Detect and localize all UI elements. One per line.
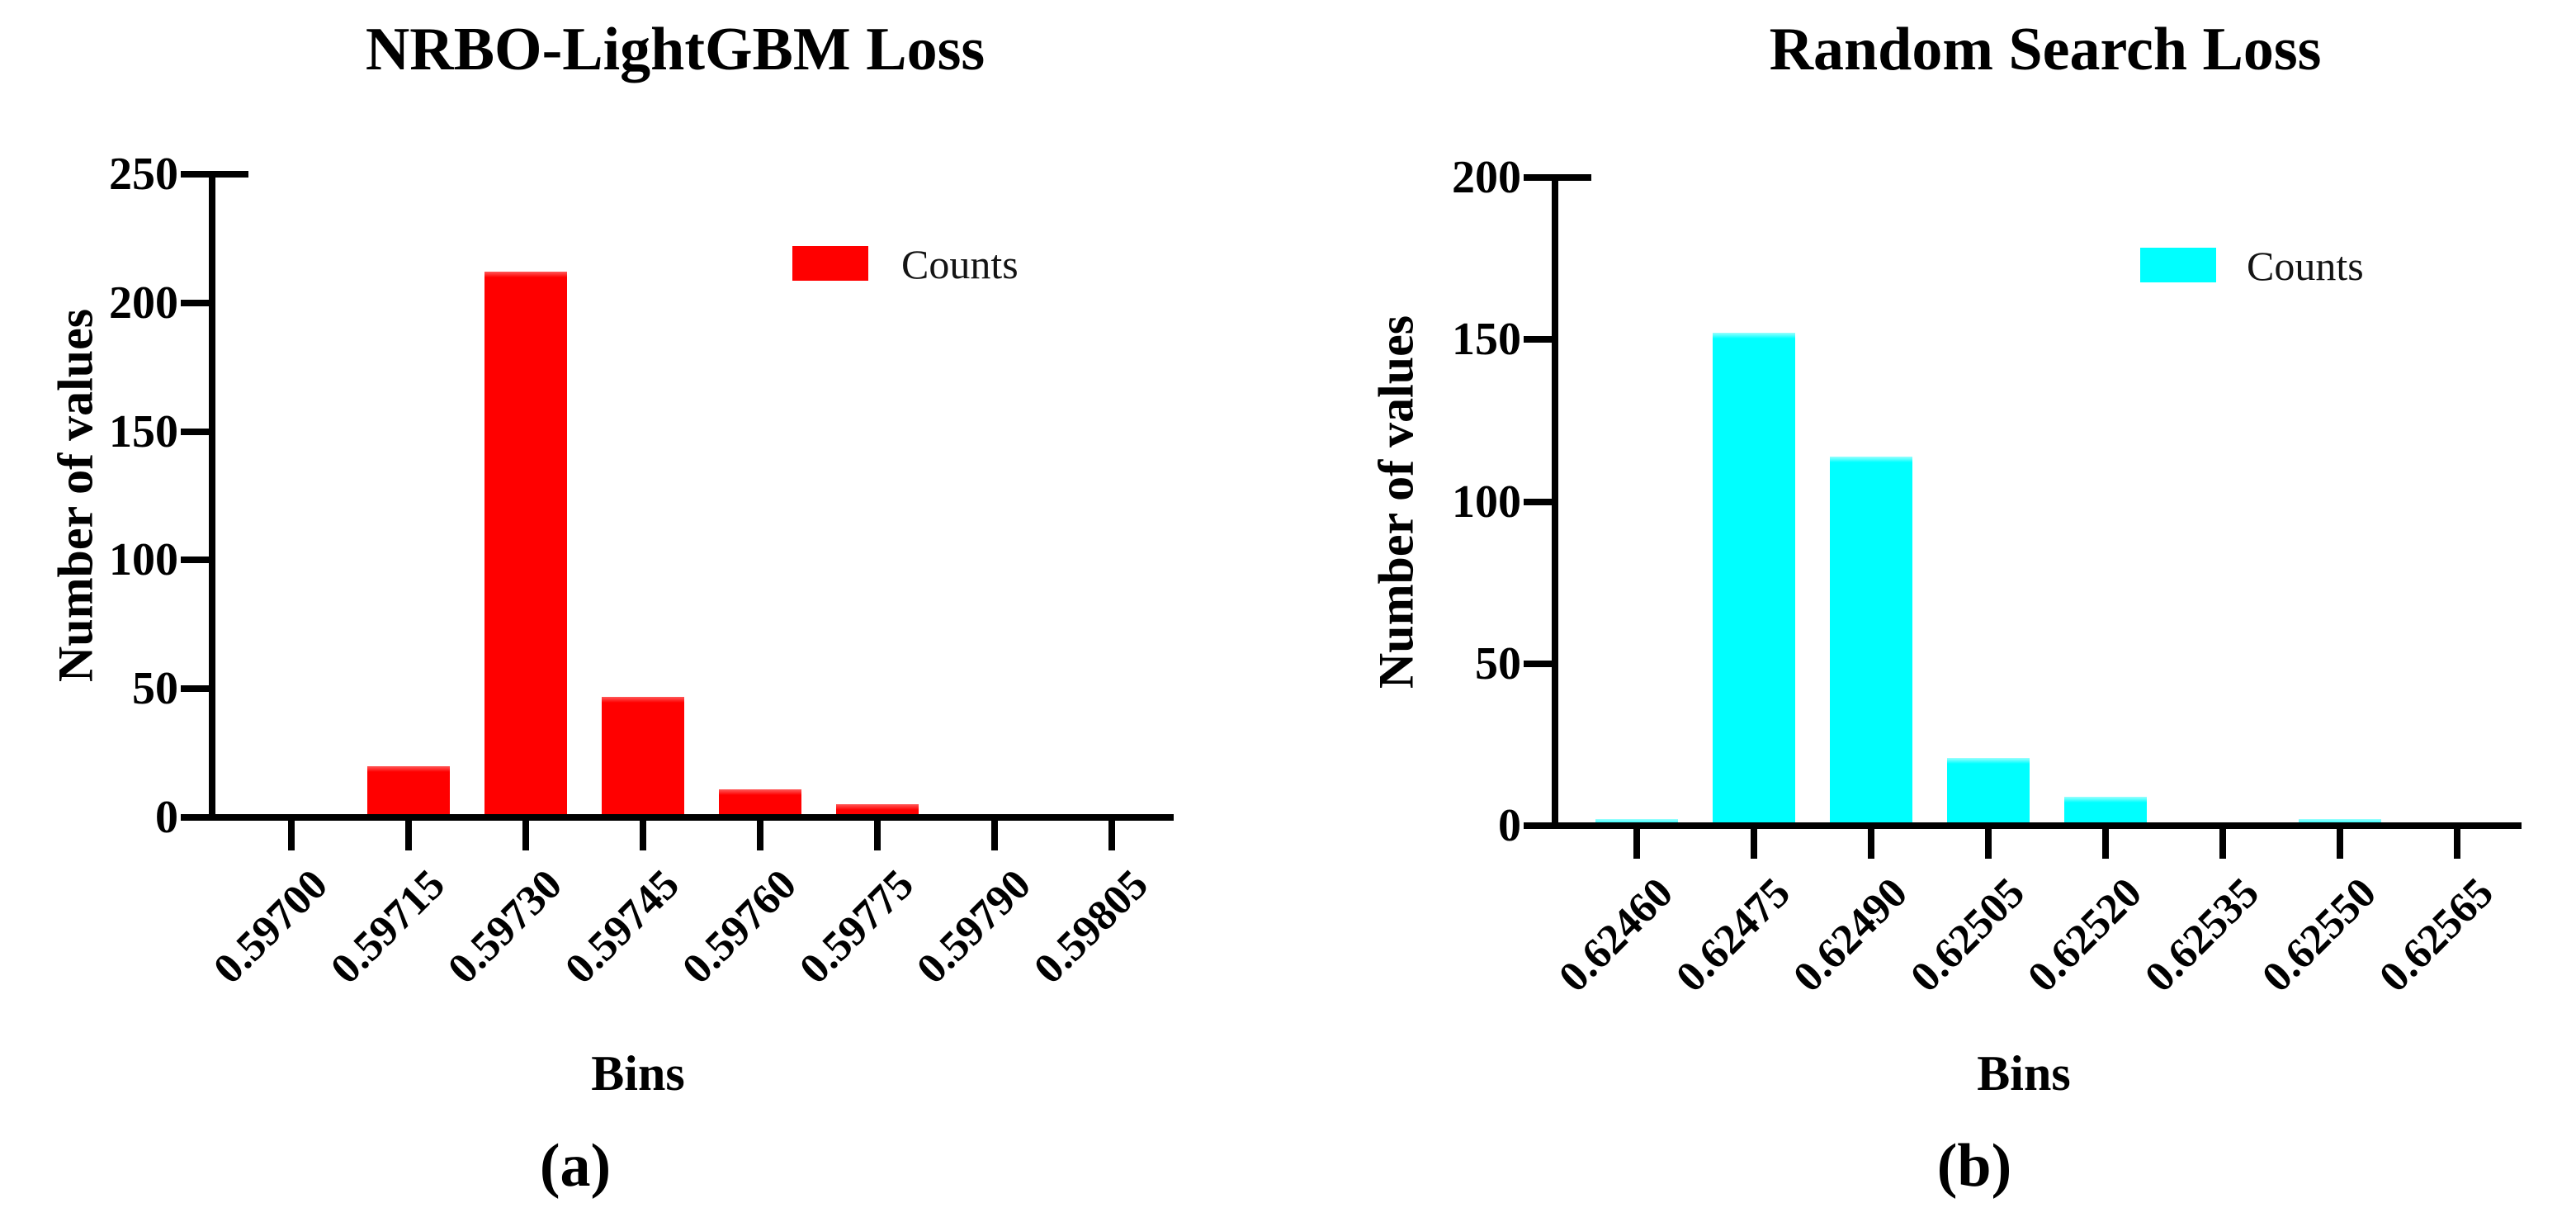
x-tick xyxy=(2102,829,2109,859)
bar xyxy=(1713,333,1795,828)
y-tick-label: 200 xyxy=(109,277,178,329)
x-axis-label: Bins xyxy=(591,1046,685,1101)
x-tick xyxy=(405,821,412,850)
y-tick-label: 100 xyxy=(1452,476,1521,528)
x-tick xyxy=(874,821,881,850)
y-tick xyxy=(181,299,209,306)
y-tick-label: 0 xyxy=(1498,800,1521,851)
y-tick xyxy=(181,685,209,693)
bar xyxy=(1947,757,2030,828)
y-tick xyxy=(1524,498,1552,505)
x-axis-line xyxy=(1530,822,2522,829)
x-tick xyxy=(2337,829,2343,859)
legend-label: Counts xyxy=(901,241,1019,287)
x-axis-label: Bins xyxy=(1977,1046,2071,1101)
y-tick xyxy=(1524,822,1552,829)
y-tick-label: 200 xyxy=(1452,152,1521,203)
y-tick-label: 50 xyxy=(132,663,178,715)
x-tick xyxy=(1751,829,1757,859)
x-tick xyxy=(991,821,998,850)
y-tick xyxy=(181,814,209,821)
x-tick xyxy=(1633,829,1640,859)
x-tick xyxy=(1868,829,1874,859)
y-axis-top-cap xyxy=(215,171,248,178)
x-tick xyxy=(2219,829,2226,859)
y-axis-line xyxy=(209,171,215,821)
bar xyxy=(484,272,567,820)
bar xyxy=(602,696,684,820)
y-axis-top-cap xyxy=(1558,174,1591,181)
x-tick xyxy=(640,821,646,850)
bar xyxy=(1830,456,1912,828)
x-tick xyxy=(288,821,295,850)
y-tick xyxy=(1524,336,1552,343)
y-axis-line xyxy=(1552,174,1558,829)
chart-title: Random Search Loss xyxy=(1769,16,2322,83)
x-tick xyxy=(2454,829,2460,859)
y-tick xyxy=(181,428,209,435)
x-tick xyxy=(522,821,529,850)
y-tick xyxy=(1524,174,1552,181)
y-tick-label: 250 xyxy=(109,149,178,200)
y-tick-label: 100 xyxy=(109,534,178,586)
chart-title: NRBO-LightGBM Loss xyxy=(365,16,985,83)
y-tick xyxy=(181,171,209,178)
x-tick xyxy=(757,821,763,850)
x-tick xyxy=(1108,821,1115,850)
panel-label-b: (b) xyxy=(1936,1132,2012,1200)
y-tick xyxy=(1524,660,1552,667)
legend-swatch xyxy=(792,246,868,281)
y-tick-label: 50 xyxy=(1475,637,1521,689)
y-tick-label: 0 xyxy=(155,792,178,843)
x-tick xyxy=(1985,829,1992,859)
panel-label-a: (a) xyxy=(539,1132,612,1200)
y-tick-label: 150 xyxy=(109,405,178,457)
legend-swatch xyxy=(2140,248,2216,282)
bar xyxy=(367,765,450,820)
y-tick-label: 150 xyxy=(1452,314,1521,366)
legend-label: Counts xyxy=(2247,243,2364,289)
y-tick xyxy=(181,557,209,564)
x-axis-line xyxy=(187,814,1174,821)
